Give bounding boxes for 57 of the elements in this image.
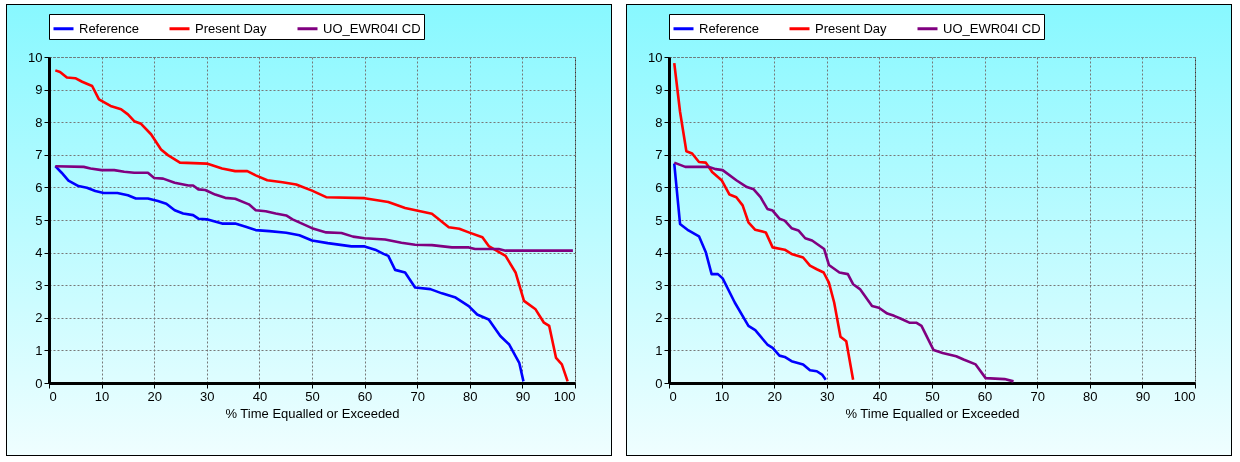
line-series <box>54 164 575 252</box>
x-tick-label: 80 <box>463 388 478 404</box>
legend-label: Present Day <box>195 20 268 36</box>
y-tick-label: 4 <box>655 245 663 261</box>
line-series <box>672 161 1015 383</box>
x-tick-label: 0 <box>669 388 677 404</box>
x-tick-label: 60 <box>357 388 373 404</box>
legend-label: Present Day <box>815 20 888 36</box>
line-series <box>54 69 569 383</box>
y-tick-label: 8 <box>655 114 663 130</box>
x-tick-label: 40 <box>252 388 268 404</box>
y-tick-label: 2 <box>655 310 663 326</box>
y-tick-label: 5 <box>655 212 663 228</box>
line-series <box>672 61 855 382</box>
y-tick-label: 4 <box>35 245 43 261</box>
x-tick-label: 90 <box>515 388 531 404</box>
x-tick-label: 60 <box>977 388 993 404</box>
legend-label: Reference <box>79 20 139 36</box>
y-tick-label: 0 <box>35 375 43 391</box>
x-tick-label: 50 <box>305 388 320 404</box>
y-tick-label: 3 <box>655 277 663 293</box>
y-tick-label: 6 <box>35 179 43 195</box>
legend-label: UO_EWR04I CD <box>943 20 1041 36</box>
x-tick-label: 100 <box>553 388 576 404</box>
line-series <box>672 162 828 382</box>
y-tick-label: 10 <box>648 49 663 65</box>
y-tick-label: 3 <box>35 277 43 293</box>
y-tick-label: 0 <box>655 375 663 391</box>
x-tick-label: 20 <box>767 388 782 404</box>
y-tick-label: 6 <box>655 179 663 195</box>
y-tick-label: 7 <box>655 147 663 163</box>
x-axis-title: % Time Equalled or Exceeded <box>845 405 1020 421</box>
x-tick-label: 70 <box>1030 388 1045 404</box>
x-tick-label: 40 <box>872 388 888 404</box>
y-tick-label: 9 <box>655 82 663 98</box>
x-tick-label: 70 <box>410 388 425 404</box>
y-tick-label: 9 <box>35 82 43 98</box>
x-tick-label: 50 <box>925 388 940 404</box>
x-tick-label: 10 <box>714 388 730 404</box>
y-tick-label: 5 <box>35 212 43 228</box>
x-tick-label: 90 <box>1135 388 1151 404</box>
legend-label: Reference <box>699 20 759 36</box>
y-tick-label: 10 <box>28 49 43 65</box>
x-tick-label: 100 <box>1173 388 1196 404</box>
y-tick-label: 8 <box>35 114 43 130</box>
y-tick-label: 1 <box>655 342 663 358</box>
x-tick-label: 10 <box>94 388 110 404</box>
x-axis-title: % Time Equalled or Exceeded <box>225 405 400 421</box>
y-tick-label: 1 <box>35 342 43 358</box>
x-tick-label: 0 <box>49 388 57 404</box>
y-tick-label: 7 <box>35 147 43 163</box>
x-tick-label: 20 <box>147 388 162 404</box>
x-tick-label: 30 <box>820 388 835 404</box>
x-tick-label: 30 <box>200 388 215 404</box>
legend-label: UO_EWR04I CD <box>323 20 421 36</box>
y-tick-label: 2 <box>35 310 43 326</box>
x-tick-label: 80 <box>1083 388 1098 404</box>
